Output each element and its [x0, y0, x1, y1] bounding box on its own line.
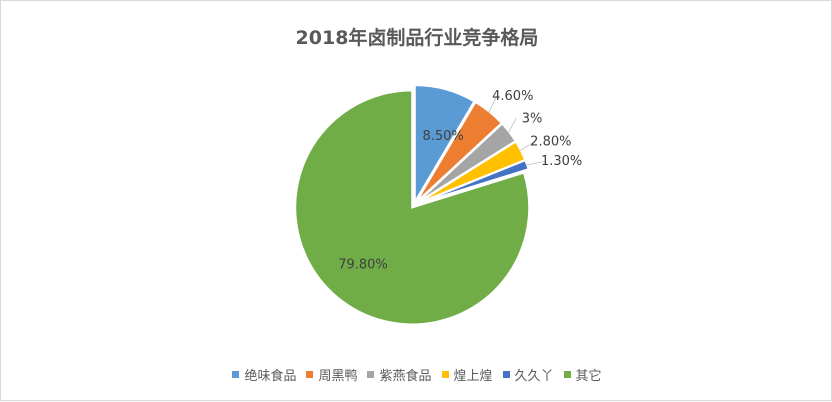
data-labels: 8.50% 4.60% 3% 2.80% 1.30% 79.80%: [338, 89, 582, 273]
legend-label: 周黑鸭: [318, 369, 358, 384]
legend-label: 其它: [575, 369, 602, 384]
legend-swatch: [563, 371, 571, 378]
data-label: 4.60%: [492, 89, 533, 104]
data-label: 8.50%: [422, 129, 463, 144]
leader-lines: [488, 95, 546, 166]
leader-line: [488, 95, 498, 113]
chart-title: 2018年卤制品行业竞争格局: [295, 27, 539, 49]
data-label: 2.80%: [530, 134, 571, 149]
legend-swatch: [502, 371, 510, 378]
legend-label: 绝味食品: [244, 369, 297, 384]
legend-swatch: [232, 371, 240, 378]
legend-swatch: [367, 371, 375, 378]
legend-label: 煌上煌: [453, 369, 493, 384]
legend-label: 久久丫: [514, 369, 554, 384]
pie-slices: [294, 84, 531, 326]
pie-slice: [294, 89, 531, 326]
legend-item: 紫燕食品: [367, 365, 432, 384]
legend-item: 其它: [563, 365, 602, 384]
data-label: 1.30%: [541, 154, 582, 169]
data-label: 79.80%: [338, 257, 388, 272]
data-label: 3%: [522, 111, 543, 126]
leader-line: [508, 118, 517, 133]
legend-label: 紫燕食品: [379, 369, 432, 384]
leader-line: [526, 160, 546, 166]
legend-swatch: [441, 371, 449, 378]
pie-slice: [413, 84, 476, 206]
legend-item: 周黑鸭: [306, 365, 357, 384]
legend: 绝味食品 周黑鸭 紫燕食品 煌上煌 久久丫 其它: [1, 365, 832, 384]
leader-line: [519, 141, 536, 152]
legend-item: 煌上煌: [441, 365, 493, 384]
legend-swatch: [306, 371, 314, 378]
legend-item: 久久丫: [502, 365, 554, 384]
legend-item: 绝味食品: [232, 365, 296, 384]
